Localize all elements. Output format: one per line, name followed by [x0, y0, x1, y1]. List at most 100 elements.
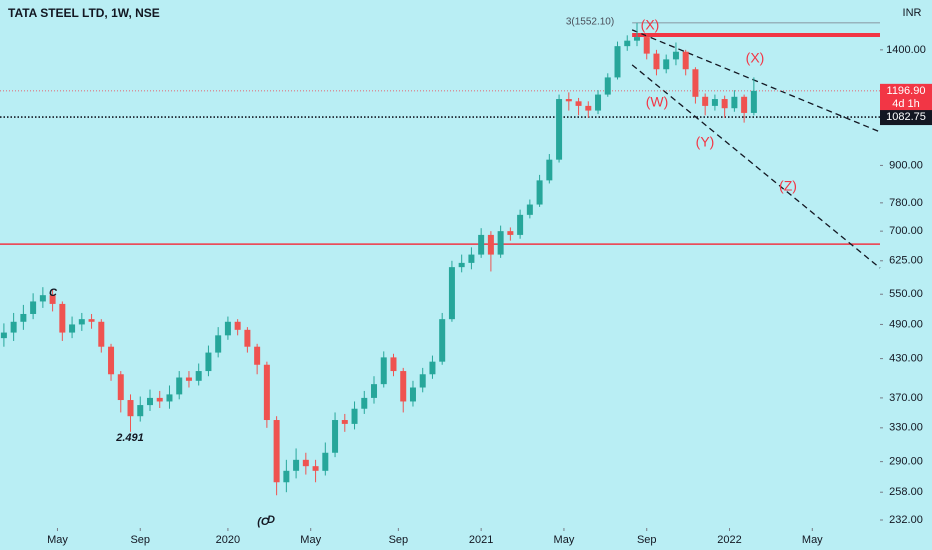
candle-body	[98, 321, 105, 347]
candle-body	[137, 405, 144, 417]
candle-body	[302, 459, 309, 467]
candle-body	[478, 234, 485, 255]
candle-body	[176, 377, 183, 395]
annotation: 2.491	[115, 432, 144, 444]
y-tick-label: 780.00	[889, 197, 923, 209]
candle-body	[146, 397, 153, 406]
y-tick-label: 550.00	[889, 288, 923, 300]
candle-body	[108, 346, 115, 375]
candle-body	[166, 394, 173, 402]
candle-body	[429, 361, 436, 375]
candle-body	[643, 37, 650, 54]
candle-body	[380, 357, 387, 385]
candle-body	[312, 466, 319, 471]
x-tick-label: May	[802, 534, 823, 546]
candle-body	[78, 319, 85, 325]
candle-body	[185, 377, 192, 381]
candle-body	[195, 371, 202, 381]
candle-body	[565, 99, 572, 102]
candle-body	[156, 397, 163, 402]
x-tick-label: Sep	[130, 534, 150, 546]
trendline	[631, 64, 881, 269]
candle-body	[663, 59, 670, 70]
candle-body	[39, 295, 46, 302]
y-tick-label: 700.00	[889, 225, 923, 237]
candle-body	[419, 374, 426, 388]
x-tick-label: 2021	[469, 534, 493, 546]
candle-body	[273, 420, 280, 483]
chart-title: TATA STEEL LTD, 1W, NSE	[8, 6, 160, 20]
candle-body	[468, 254, 475, 263]
candle-body	[205, 352, 212, 372]
candle-body	[624, 40, 631, 47]
candle-body	[741, 96, 748, 113]
y-tick-label: 258.00	[889, 486, 923, 498]
candle-body	[400, 371, 407, 402]
annotation: (X)	[641, 17, 660, 33]
candle-body	[30, 301, 37, 314]
candle-body	[633, 37, 640, 41]
candle-body	[682, 51, 689, 70]
candle-body	[692, 69, 699, 97]
candle-body	[361, 397, 368, 409]
candle-body	[409, 387, 416, 402]
x-tick-label: Sep	[637, 534, 657, 546]
candle-body	[215, 335, 222, 353]
candle-body	[448, 267, 455, 320]
y-tick-label: 490.00	[889, 318, 923, 330]
candle-body	[458, 262, 465, 268]
annotation: (W)	[646, 94, 669, 110]
candle-body	[351, 408, 358, 424]
price-label: 1082.75	[886, 111, 926, 123]
candle-body	[731, 96, 738, 109]
candle-body	[244, 329, 251, 347]
candle-body	[517, 214, 524, 235]
candle-body	[546, 159, 553, 181]
candle-body	[263, 364, 270, 421]
candle-body	[711, 99, 718, 106]
y-tick-label: 625.00	[889, 255, 923, 267]
y-tick-label: 232.00	[889, 514, 923, 526]
candle-body	[341, 420, 348, 424]
annotation: (X)	[746, 50, 765, 66]
candle-body	[332, 420, 339, 453]
candle-body	[721, 99, 728, 109]
candle-body	[614, 46, 621, 78]
y-tick-label: 290.00	[889, 456, 923, 468]
x-tick-label: 2020	[216, 534, 240, 546]
x-tick-label: May	[47, 534, 68, 546]
x-tick-label: May	[554, 534, 575, 546]
candle-body	[497, 231, 504, 255]
candle-body	[59, 303, 66, 333]
candle-body	[293, 459, 300, 471]
candle-body	[487, 234, 494, 255]
price-box	[880, 83, 932, 112]
candle-body	[254, 346, 261, 365]
candle-body	[595, 94, 602, 111]
annotation: (Y)	[696, 134, 715, 150]
candle-body	[390, 357, 397, 372]
candle-body	[439, 319, 446, 362]
candle-body	[556, 99, 563, 160]
y-tick-label: 1400.00	[886, 44, 926, 56]
y-tick-label: 330.00	[889, 422, 923, 434]
candle-body	[702, 96, 709, 106]
candle-body	[0, 332, 7, 339]
candle-body	[234, 321, 241, 330]
candle-body	[224, 321, 231, 336]
annotation: C	[49, 287, 58, 299]
candle-body	[127, 400, 134, 417]
candle-body	[750, 90, 757, 113]
candle-body	[672, 51, 679, 60]
candle-body	[371, 384, 378, 398]
candle-body	[283, 470, 290, 483]
price-label: 1196.90	[887, 85, 926, 97]
candle-body	[69, 324, 76, 333]
candle-body	[604, 77, 611, 95]
x-tick-label: 2022	[717, 534, 741, 546]
annotation: D	[267, 514, 275, 526]
annotation: (Z)	[779, 178, 797, 194]
currency: INR	[903, 7, 922, 19]
price-note: 4d 1h	[892, 98, 920, 110]
